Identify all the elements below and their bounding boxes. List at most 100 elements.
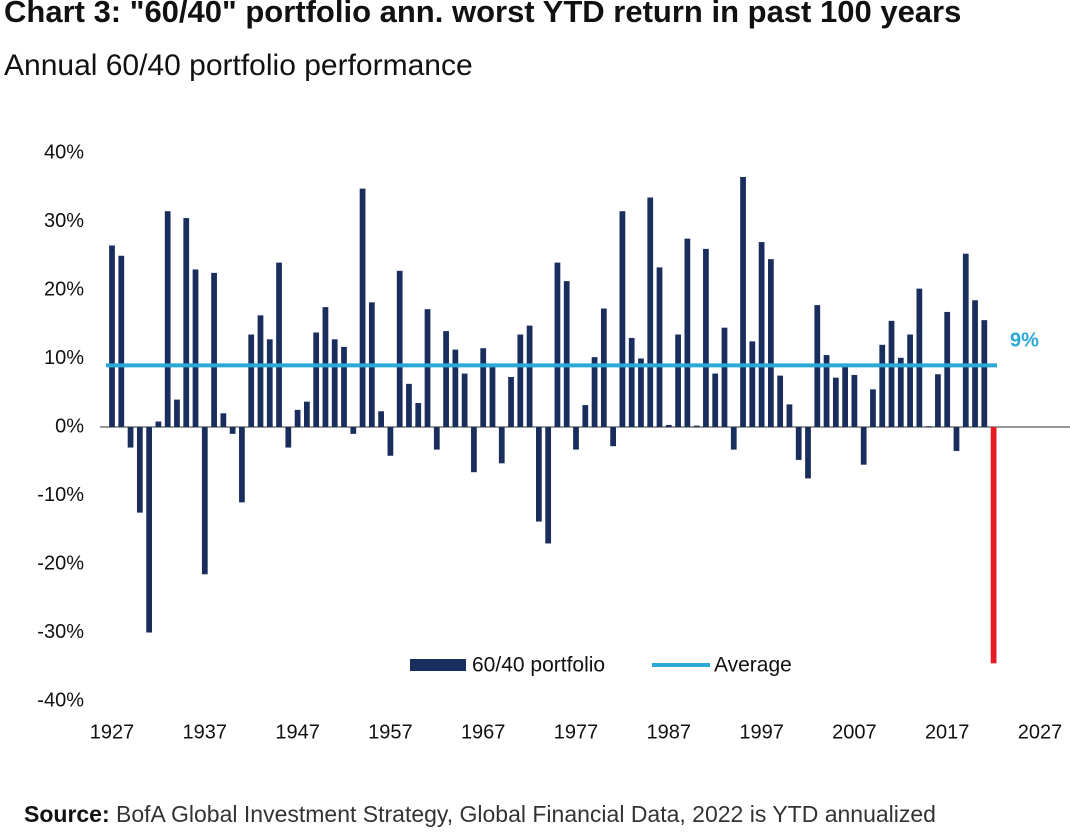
bar [610,427,616,447]
bar [573,427,579,450]
y-tick-label: 40% [44,141,84,163]
bar [925,426,932,427]
y-tick-label: -10% [37,484,84,506]
x-tick-label: 2017 [925,721,970,743]
bar [805,427,811,479]
source-text: BofA Global Investment Strategy, Global … [116,801,936,827]
bar [276,262,282,427]
bar [703,248,709,427]
bar [749,341,756,427]
bar [294,409,301,427]
bar [638,358,644,427]
bar [953,427,960,451]
source: Source: BofA Global Investment Strategy,… [24,801,936,827]
bar [888,320,895,427]
bar [860,427,867,465]
bar [656,267,663,427]
bar [740,176,746,427]
bar [146,427,152,633]
y-tick-label: 30% [44,210,84,232]
chart-subtitle: Annual 60/40 portfolio performance [4,49,473,82]
bar [183,218,190,427]
bar [378,411,384,427]
bar [981,320,988,427]
bar [266,339,273,427]
bar [257,315,264,427]
y-tick-label: 10% [44,347,84,369]
bar [136,427,143,513]
bar [211,272,217,427]
bar [443,331,449,427]
bar [879,344,886,427]
bar [350,427,357,434]
bar [712,373,719,427]
bar [563,281,570,427]
bar [851,374,858,427]
bar [229,427,236,434]
x-tick-label: 2007 [832,721,877,743]
bar [730,427,737,450]
bar [545,427,552,544]
bar [341,346,347,427]
average-label: 9% [1010,329,1039,351]
bar [220,413,227,427]
bar [693,425,700,427]
y-tick-label: 0% [55,415,84,437]
y-tick-label: -40% [37,689,84,711]
bar [870,389,876,427]
x-tick-label: 1947 [275,721,320,743]
x-tick-label: 1937 [183,721,228,743]
bar [192,269,199,427]
bar [174,399,180,427]
legend-label: Average [714,654,792,677]
legend-label: 60/40 portfolio [472,654,605,677]
bar [387,427,394,456]
bar [832,377,839,427]
bar [591,357,598,427]
bar [239,427,245,503]
bar [498,427,505,464]
x-tick-label: 1977 [554,721,599,743]
bar [554,262,561,427]
bar [768,259,774,427]
bar [480,348,487,427]
bar [424,309,431,427]
y-tick-label: -20% [37,552,84,574]
bar [758,242,765,427]
bar [526,325,533,427]
bar [517,334,524,427]
bar [842,363,848,427]
bar [786,404,793,427]
chart-title: Chart 3: "60/40" portfolio ann. worst YT… [4,0,961,29]
bar [109,245,115,427]
bar [201,427,208,575]
bar [619,211,626,427]
x-tick-label: 1967 [461,721,506,743]
bar [471,427,477,473]
bar [536,427,542,522]
bar [331,339,338,427]
bar [675,334,681,427]
bar [396,270,403,427]
bar [600,308,607,427]
bar [897,357,904,427]
bar [461,373,468,427]
bar [489,366,496,427]
bar [647,197,654,427]
bar [359,188,366,427]
bar [628,337,635,427]
bar [582,405,589,427]
legend-swatch [410,659,466,671]
bar [155,421,162,427]
bar [415,403,422,427]
bar [944,311,951,427]
bar [777,375,784,427]
bar [721,327,728,427]
bar [907,334,913,427]
bar [916,288,923,427]
bar [285,427,292,448]
bar [684,238,691,427]
y-tick-label: 20% [44,278,84,300]
bar [248,334,255,427]
source-label: Source: [24,801,110,827]
